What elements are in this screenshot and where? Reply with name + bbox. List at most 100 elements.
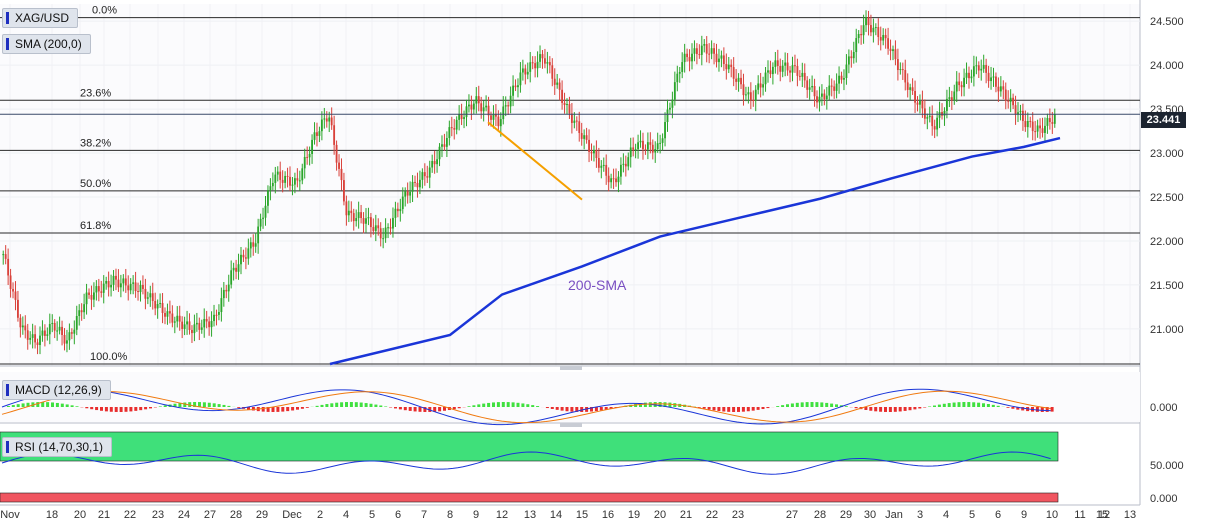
candle-body <box>115 275 117 280</box>
candle-body <box>208 321 211 328</box>
x-tick-label: 27 <box>786 509 798 521</box>
candle-body <box>968 72 970 79</box>
candle-body <box>494 114 497 117</box>
x-tick-label: 14 <box>550 509 562 521</box>
macd-bar <box>325 404 329 407</box>
candle-body <box>164 312 166 317</box>
macd-bar <box>741 407 745 412</box>
panel-resize-handle <box>560 423 582 427</box>
x-tick-label: Nov <box>0 509 20 521</box>
candle-body <box>725 64 728 70</box>
candle-body <box>661 138 664 143</box>
candle-body <box>308 153 311 158</box>
candle-body <box>232 267 235 271</box>
macd-bar <box>55 402 59 407</box>
macd-bar <box>291 407 295 411</box>
candle-body <box>666 109 669 123</box>
candle-body <box>982 64 985 69</box>
x-tick-label: 5 <box>369 509 375 521</box>
candle-body <box>847 56 850 65</box>
candle-body <box>1044 125 1046 133</box>
macd-bar <box>305 407 309 408</box>
candle-body <box>820 93 823 97</box>
candle-body <box>573 120 576 123</box>
candle-body <box>632 147 635 150</box>
candle-body <box>176 315 179 322</box>
candle-body <box>244 257 247 259</box>
macd-bar <box>423 407 427 412</box>
sma-indicator-tag[interactable]: SMA (200,0) <box>2 34 91 54</box>
candle-body <box>938 112 941 118</box>
candle-body <box>896 59 899 71</box>
x-tick-label: 20 <box>74 509 86 521</box>
candle-body <box>428 167 431 178</box>
macd-bar <box>786 404 789 407</box>
candle-body <box>570 113 573 123</box>
candle-body <box>764 72 767 85</box>
macd-bar <box>697 407 701 408</box>
macd-bar <box>144 407 148 410</box>
candle-body <box>615 178 617 183</box>
candle-body <box>789 70 791 73</box>
macd-bar <box>163 405 167 407</box>
candle-body <box>762 84 765 88</box>
candle-body <box>705 44 708 54</box>
macd-bar <box>835 404 838 407</box>
macd-bar <box>609 407 613 409</box>
candle-body <box>127 285 130 291</box>
candle-body <box>460 114 463 119</box>
macd-bar <box>261 407 265 412</box>
macd-bar <box>898 407 902 412</box>
macd-bar <box>403 407 407 411</box>
candle-body <box>651 144 654 153</box>
candle-body <box>151 293 154 301</box>
candle-body <box>816 96 818 103</box>
candle-body <box>1019 110 1022 113</box>
macd-indicator-tag[interactable]: MACD (12,26,9) <box>2 380 111 400</box>
macd-bar <box>526 404 530 407</box>
symbol-tag[interactable]: XAG/USD <box>2 8 79 28</box>
candle-body <box>833 86 836 91</box>
x-tick-label: 8 <box>447 509 453 521</box>
candle-body <box>399 209 402 212</box>
candle-body <box>171 313 174 323</box>
candle-body <box>732 67 735 79</box>
candle-body <box>923 108 926 119</box>
candle-body <box>835 83 838 91</box>
candle-body <box>159 303 162 305</box>
macd-bar <box>345 402 348 407</box>
macd-bar <box>580 407 584 412</box>
macd-bar <box>947 403 951 407</box>
candle-body <box>1048 118 1051 123</box>
macd-bar <box>433 407 437 412</box>
candle-body <box>659 142 662 144</box>
candle-body <box>629 147 632 158</box>
macd-bar <box>830 403 834 407</box>
macd-bar <box>565 407 569 412</box>
candle-body <box>977 65 980 71</box>
candle-body <box>1053 114 1056 124</box>
candle-body <box>372 227 375 231</box>
candle-body <box>377 225 380 229</box>
candle-body <box>877 27 880 38</box>
candle-body <box>237 264 240 272</box>
rsi-indicator-tag[interactable]: RSI (14,70,30,1) <box>2 437 113 457</box>
candle-body <box>26 330 29 340</box>
candle-body <box>335 144 338 163</box>
candle-body <box>872 27 875 33</box>
candle-body <box>24 325 27 331</box>
macd-bar <box>266 407 270 412</box>
candle-body <box>639 140 642 143</box>
candle-body <box>590 151 593 154</box>
candle-body <box>740 77 742 85</box>
current-price-tag: 23.441 <box>1141 112 1186 128</box>
macd-bar <box>825 402 829 407</box>
candle-body <box>534 63 537 69</box>
fib-label: 38.2% <box>80 137 111 149</box>
candle-body <box>46 334 49 336</box>
candle-body <box>271 182 274 187</box>
candle-body <box>602 164 605 166</box>
candle-body <box>414 181 416 183</box>
candles-group <box>2 10 1056 355</box>
